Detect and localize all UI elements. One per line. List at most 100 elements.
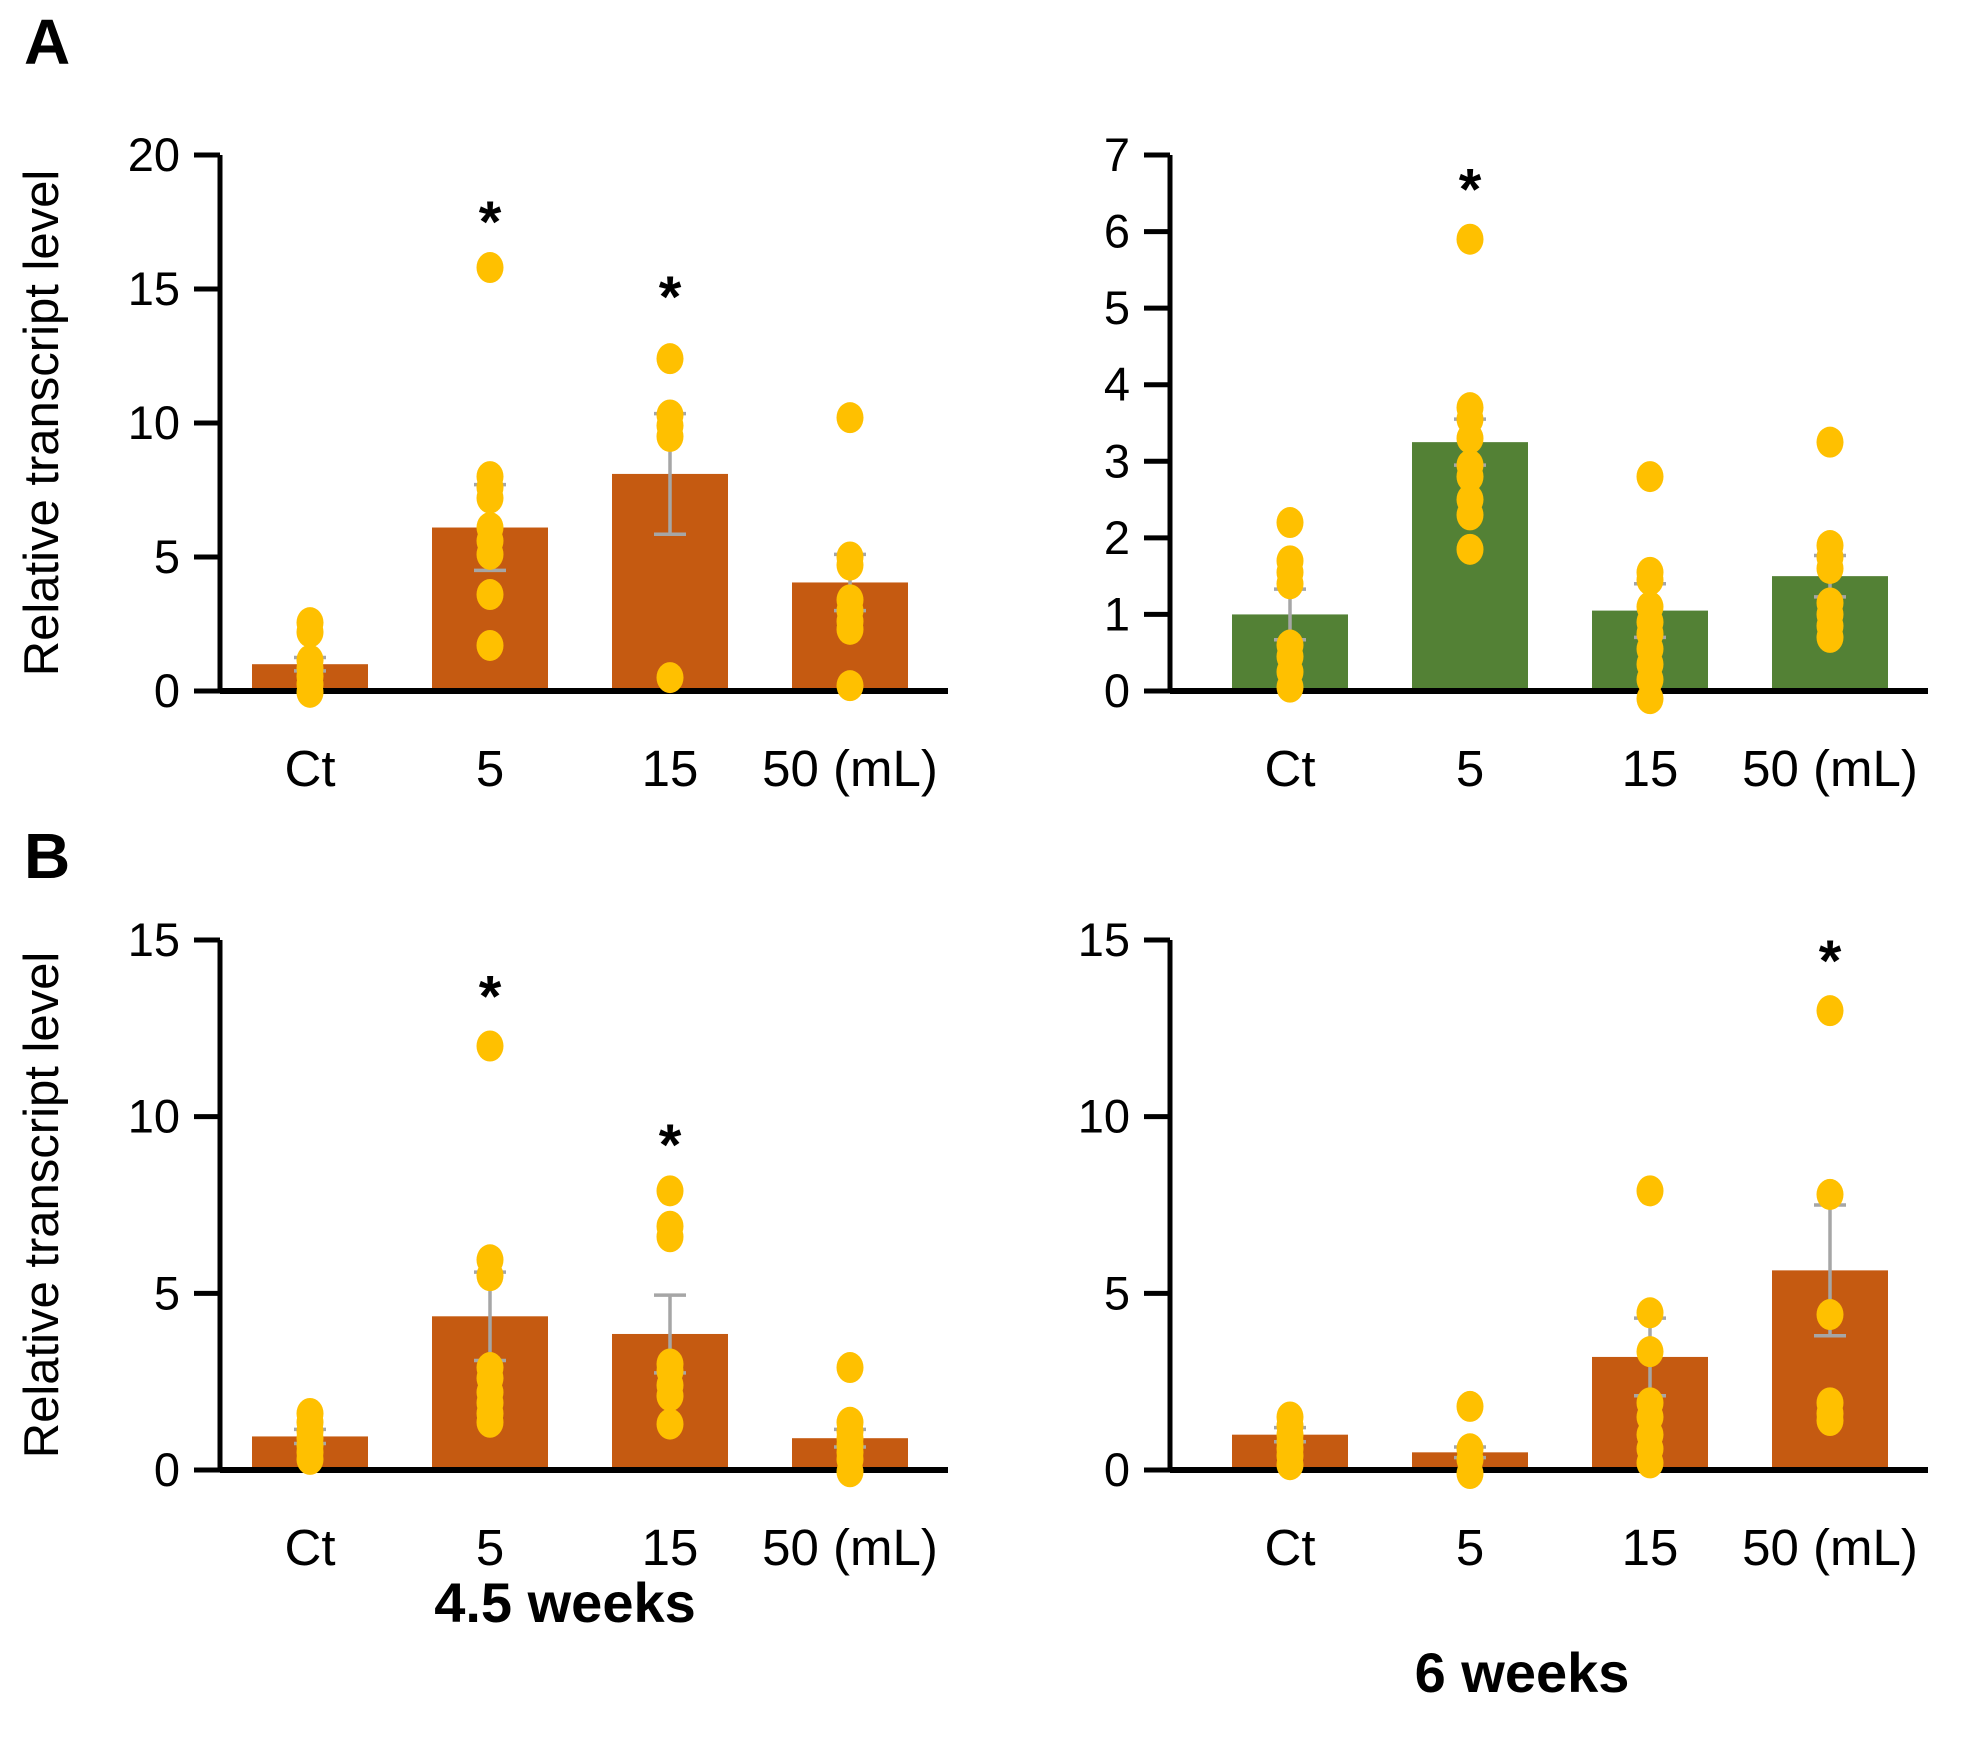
data-point bbox=[1816, 1299, 1844, 1331]
data-point bbox=[836, 670, 864, 702]
data-point bbox=[1276, 507, 1304, 539]
data-point bbox=[476, 1260, 504, 1292]
data-point bbox=[656, 1380, 684, 1412]
data-point bbox=[476, 538, 504, 570]
data-point bbox=[1636, 1297, 1664, 1329]
data-points-5 bbox=[1456, 223, 1484, 565]
y-tick-label: 10 bbox=[1078, 1090, 1130, 1143]
data-point bbox=[836, 613, 864, 645]
data-point bbox=[656, 420, 684, 452]
data-point bbox=[1636, 461, 1664, 493]
data-point bbox=[1816, 1178, 1844, 1210]
data-point bbox=[1456, 461, 1484, 493]
y-tick-label: 0 bbox=[1104, 664, 1130, 717]
x-category-label: 15 bbox=[1622, 740, 1679, 797]
significance-asterisk: * bbox=[1819, 929, 1842, 994]
data-point bbox=[1456, 499, 1484, 531]
x-category-label: 50 (mL) bbox=[1742, 740, 1918, 797]
week-label-4-5-weeks: 4.5 weeks bbox=[434, 1571, 696, 1634]
data-point bbox=[476, 1406, 504, 1438]
data-point bbox=[1816, 1405, 1844, 1437]
data-point bbox=[656, 662, 684, 694]
data-point bbox=[476, 482, 504, 514]
data-point bbox=[836, 402, 864, 434]
data-point bbox=[1456, 1458, 1484, 1490]
data-points-Ct bbox=[296, 607, 324, 708]
data-point bbox=[476, 579, 504, 611]
data-points-5 bbox=[1456, 1390, 1484, 1490]
x-category-label: 5 bbox=[1456, 1519, 1484, 1576]
y-tick-label: 15 bbox=[128, 913, 180, 966]
y-tick-label: 15 bbox=[128, 262, 180, 315]
data-point bbox=[1276, 568, 1304, 600]
data-point bbox=[836, 1352, 864, 1384]
data-point bbox=[1636, 1175, 1664, 1207]
chart-B-right: 0 5 10 15 Ct 5 15 50 (mL) * bbox=[1078, 913, 1928, 1576]
significance-asterisk: * bbox=[659, 265, 682, 330]
significance-asterisk: * bbox=[479, 190, 502, 255]
y-tick-label: 0 bbox=[154, 664, 180, 717]
y-tick-label: 10 bbox=[128, 1090, 180, 1143]
data-point bbox=[1636, 1336, 1664, 1368]
data-points-50 (mL) bbox=[1816, 426, 1844, 653]
data-point bbox=[296, 676, 324, 708]
x-category-label: 5 bbox=[476, 740, 504, 797]
data-point bbox=[1276, 1449, 1304, 1481]
y-tick-label: 10 bbox=[128, 396, 180, 449]
y-axis-title: Relative transcript level bbox=[15, 952, 69, 1459]
y-tick-label: 5 bbox=[1104, 1266, 1130, 1319]
x-category-label: Ct bbox=[1265, 1519, 1316, 1576]
y-tick-label: 15 bbox=[1078, 913, 1130, 966]
data-point bbox=[296, 616, 324, 648]
chart-B-left: 0 5 10 15 Ct 5 15 50 (mL) Relative transcript le… bbox=[15, 913, 948, 1576]
data-points-50 (mL) bbox=[836, 1352, 864, 1488]
data-point bbox=[476, 629, 504, 661]
data-point bbox=[1816, 426, 1844, 458]
x-category-label: Ct bbox=[1265, 740, 1316, 797]
week-label-6-weeks: 6 weeks bbox=[1414, 1641, 1630, 1704]
data-point bbox=[656, 343, 684, 375]
data-point bbox=[296, 1443, 324, 1475]
data-point bbox=[1636, 564, 1664, 596]
y-tick-label: 1 bbox=[1104, 587, 1130, 640]
data-points-50 (mL) bbox=[836, 402, 864, 702]
x-category-label: 5 bbox=[476, 1519, 504, 1576]
x-category-label: Ct bbox=[285, 1519, 336, 1576]
data-point bbox=[836, 1456, 864, 1488]
y-tick-label: 20 bbox=[128, 128, 180, 181]
data-points-5 bbox=[476, 252, 504, 661]
data-point bbox=[1636, 683, 1664, 715]
x-category-label: 50 (mL) bbox=[762, 1519, 938, 1576]
x-category-label: Ct bbox=[285, 740, 336, 797]
y-tick-label: 7 bbox=[1104, 128, 1130, 181]
significance-asterisk: * bbox=[659, 1113, 682, 1178]
x-category-label: 50 (mL) bbox=[1742, 1519, 1918, 1576]
significance-asterisk: * bbox=[1459, 157, 1482, 222]
data-point bbox=[1456, 422, 1484, 454]
y-tick-label: 3 bbox=[1104, 434, 1130, 487]
data-points-5 bbox=[476, 1030, 504, 1438]
data-points-15 bbox=[1636, 1175, 1664, 1479]
data-point bbox=[656, 1221, 684, 1253]
data-points-Ct bbox=[1276, 1401, 1304, 1481]
x-category-label: 5 bbox=[1456, 740, 1484, 797]
data-point bbox=[656, 1175, 684, 1207]
data-points-Ct bbox=[296, 1397, 324, 1475]
data-point bbox=[1456, 533, 1484, 565]
y-tick-label: 0 bbox=[1104, 1443, 1130, 1496]
x-category-label: 15 bbox=[1622, 1519, 1679, 1576]
data-point bbox=[476, 252, 504, 284]
data-point bbox=[1456, 1390, 1484, 1422]
data-point bbox=[1636, 1447, 1664, 1479]
data-point bbox=[1816, 995, 1844, 1027]
chart-A-right: 0 1 2 3 4 5 6 7 Ct 5 15 50 (mL) * bbox=[1104, 128, 1928, 797]
y-tick-label: 5 bbox=[154, 1266, 180, 1319]
data-point bbox=[476, 1030, 504, 1062]
panel-b-label: B bbox=[24, 820, 71, 892]
data-point bbox=[1456, 223, 1484, 255]
y-tick-label: 2 bbox=[1104, 511, 1130, 564]
data-point bbox=[656, 1408, 684, 1440]
data-point bbox=[1276, 671, 1304, 703]
